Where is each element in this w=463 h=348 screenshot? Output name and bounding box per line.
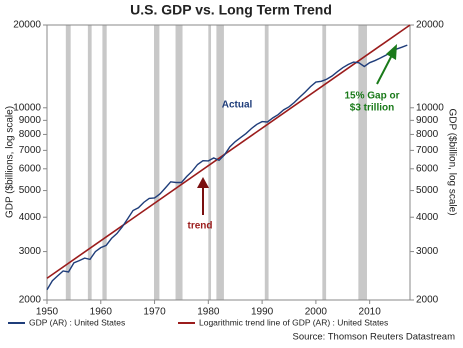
x-tick-label: 1970 bbox=[143, 307, 166, 318]
y2-tick-label: 9000 bbox=[416, 115, 439, 126]
y2-tick-label: 3000 bbox=[416, 246, 439, 257]
y2-tick-label: 5000 bbox=[416, 185, 439, 196]
y2-tick-label: 8000 bbox=[416, 129, 439, 140]
gap-arrowhead bbox=[386, 44, 397, 60]
recession-band bbox=[87, 25, 92, 300]
recession-band bbox=[208, 25, 212, 300]
recession-band bbox=[264, 25, 269, 300]
recession-band bbox=[65, 25, 71, 300]
y-tick-label: 6000 bbox=[19, 163, 42, 174]
y-tick-label: 8000 bbox=[19, 129, 42, 140]
series-line bbox=[46, 44, 408, 291]
y2-tick-label: 10000 bbox=[416, 102, 444, 113]
recession-band bbox=[358, 25, 367, 300]
recession-band bbox=[154, 25, 160, 300]
y-tick-label: 4000 bbox=[19, 212, 42, 223]
annotation-trend: trend bbox=[188, 221, 213, 232]
y-axis-label: GDP ($billions, log scale) bbox=[5, 106, 16, 218]
legend-label: Logarithmic trend line of GDP (AR) : Uni… bbox=[199, 317, 388, 327]
x-tick-label: 2010 bbox=[359, 307, 382, 318]
y-tick-label: 20000 bbox=[13, 20, 41, 31]
x-tick-label: 1980 bbox=[197, 307, 220, 318]
recession-band bbox=[322, 25, 327, 300]
annotation-actual: Actual bbox=[222, 100, 253, 111]
y2-tick-label: 2000 bbox=[416, 295, 439, 306]
recession-band bbox=[175, 25, 183, 300]
y-tick-label: 2000 bbox=[19, 295, 42, 306]
recession-band bbox=[216, 25, 224, 300]
y-tick-label: 5000 bbox=[19, 185, 42, 196]
y-tick-label: 3000 bbox=[19, 246, 42, 257]
x-tick-label: 1990 bbox=[251, 307, 274, 318]
plot-frame bbox=[46, 24, 411, 301]
y2-tick-label: 4000 bbox=[416, 212, 439, 223]
gap-arrow bbox=[376, 54, 393, 85]
x-tick-label: 1950 bbox=[36, 307, 59, 318]
y-tick-label: 9000 bbox=[19, 115, 42, 126]
trend-arrowhead bbox=[197, 177, 209, 188]
recession-band bbox=[102, 25, 107, 300]
y2-tick-label: 6000 bbox=[416, 163, 439, 174]
y-tick-label: 10000 bbox=[13, 102, 41, 113]
chart-title: U.S. GDP vs. Long Term Trend bbox=[130, 2, 332, 18]
x-tick-label: 1960 bbox=[90, 307, 113, 318]
y2-tick-label: 7000 bbox=[416, 145, 439, 156]
source: Source: Thomson Reuters Datastream bbox=[293, 332, 456, 343]
x-tick-label: 2000 bbox=[305, 307, 328, 318]
legend-label: GDP (AR) : United States bbox=[29, 317, 125, 327]
annotation-gap: 15% Gap or bbox=[344, 91, 399, 102]
annotation-gap: $3 trillion bbox=[350, 103, 394, 114]
y2-axis-label: GDP ($billion, log scale) bbox=[446, 108, 457, 215]
y2-tick-label: 20000 bbox=[416, 20, 444, 31]
series-line bbox=[46, 24, 411, 279]
y-tick-label: 7000 bbox=[19, 145, 42, 156]
